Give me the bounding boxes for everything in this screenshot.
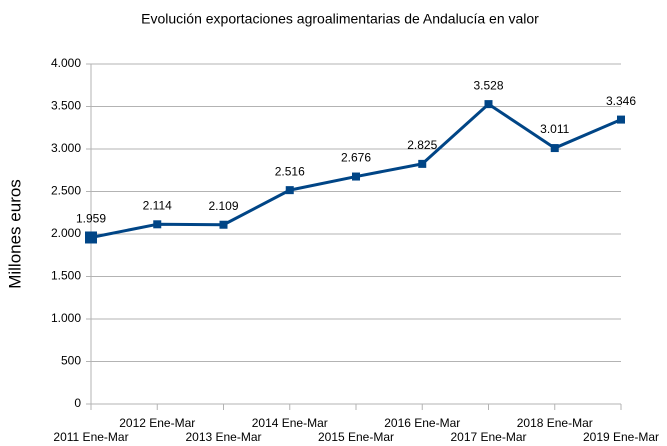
y-tick-label: 0 [74,396,81,410]
value-label: 2.825 [407,138,437,152]
y-tick-label: 3.000 [51,141,81,155]
chart-title: Evolución exportaciones agroalimentarias… [141,11,539,27]
value-label: 3.346 [606,94,636,108]
marker [153,220,162,229]
value-label: 2.109 [208,199,238,213]
x-tick-label: 2011 Ene-Mar [53,430,128,444]
y-axis-label: Millones euros [5,179,24,289]
value-label: 2.516 [275,164,305,178]
x-tick-label: 2013 Ene-Mar [185,430,261,444]
marker [617,115,625,124]
x-tick-label: 2012 Ene-Mar [119,416,195,430]
marker [550,144,559,153]
value-label: 3.011 [540,122,569,136]
y-tick-label: 2.500 [51,184,81,198]
y-tick-label: 1.000 [51,311,81,325]
x-tick-label: 2017 Ene-Mar [450,430,526,444]
y-tick-label: 2.000 [51,226,81,240]
y-tick-label: 3.500 [51,99,81,113]
marker [484,100,493,109]
marker [285,186,294,195]
value-label: 2.114 [143,198,172,212]
marker [352,172,360,181]
y-tick-label: 4.000 [51,56,81,70]
marker [418,159,427,168]
x-tick-label: 2019 Ene-Mar [583,430,659,444]
value-label: 3.528 [473,78,503,92]
y-tick-label: 500 [61,354,81,368]
marker [219,220,228,229]
x-tick-label: 2014 Ene-Mar [252,416,328,430]
value-label: 1.959 [76,212,106,226]
value-label: 2.676 [341,151,371,165]
x-tick-label: 2018 Ene-Mar [517,416,593,430]
x-tick-label: 2016 Ene-Mar [384,416,460,430]
x-tick-label: 2015 Ene-Mar [318,430,394,444]
y-tick-label: 1.500 [51,269,81,283]
marker [85,231,97,244]
